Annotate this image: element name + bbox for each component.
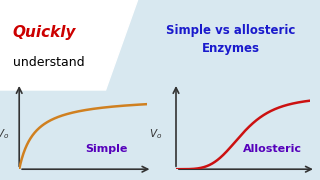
Polygon shape [0, 0, 138, 90]
Text: $V_o$: $V_o$ [0, 127, 9, 141]
Text: Simple: Simple [85, 143, 127, 154]
Text: Simple vs allosteric
Enzymes: Simple vs allosteric Enzymes [166, 24, 295, 55]
Text: Allosteric: Allosteric [243, 143, 302, 154]
Text: $V_o$: $V_o$ [149, 127, 163, 141]
Text: Quickly: Quickly [13, 25, 76, 40]
Text: understand: understand [13, 57, 84, 69]
